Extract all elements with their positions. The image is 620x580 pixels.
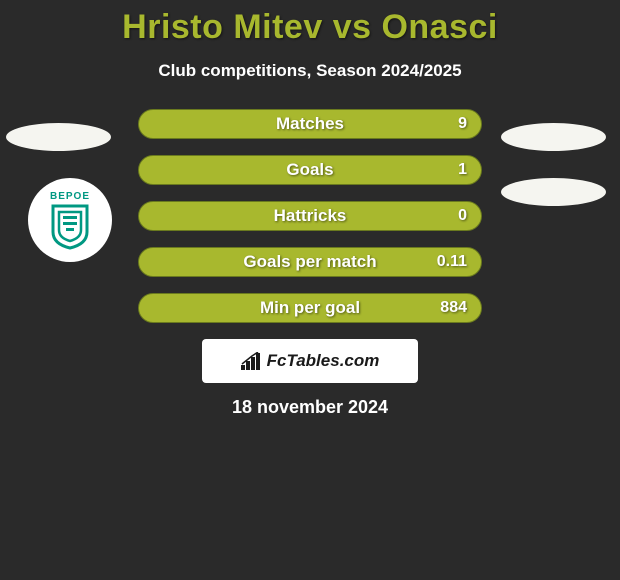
shield-icon <box>49 204 91 250</box>
stat-label: Matches <box>276 114 344 134</box>
stat-value: 0 <box>458 207 467 225</box>
stat-value: 0.11 <box>437 253 467 271</box>
stat-value: 1 <box>458 161 467 179</box>
date-label: 18 november 2024 <box>0 397 620 418</box>
stat-label: Goals per match <box>243 252 376 272</box>
chart-icon <box>241 352 263 370</box>
stat-label: Goals <box>286 160 333 180</box>
player-placeholder-right-2 <box>501 178 606 206</box>
club-logo: BEPOE <box>28 178 112 262</box>
player-placeholder-right-1 <box>501 123 606 151</box>
stat-value: 884 <box>440 299 467 317</box>
site-name: FcTables.com <box>267 351 380 371</box>
player-placeholder-left <box>6 123 111 151</box>
stat-row: Hattricks 0 <box>138 201 482 231</box>
page-subtitle: Club competitions, Season 2024/2025 <box>0 61 620 81</box>
stat-row: Min per goal 884 <box>138 293 482 323</box>
site-badge[interactable]: FcTables.com <box>202 339 418 383</box>
stat-label: Min per goal <box>260 298 360 318</box>
main-container: Hristo Mitev vs Onasci Club competitions… <box>0 0 620 418</box>
page-title: Hristo Mitev vs Onasci <box>0 8 620 47</box>
club-logo-text: BEPOE <box>50 191 90 202</box>
stat-row: Matches 9 <box>138 109 482 139</box>
stat-value: 9 <box>458 115 467 133</box>
stat-row: Goals 1 <box>138 155 482 185</box>
stat-label: Hattricks <box>274 206 347 226</box>
stats-list: Matches 9 Goals 1 Hattricks 0 Goals per … <box>138 109 482 323</box>
stat-row: Goals per match 0.11 <box>138 247 482 277</box>
